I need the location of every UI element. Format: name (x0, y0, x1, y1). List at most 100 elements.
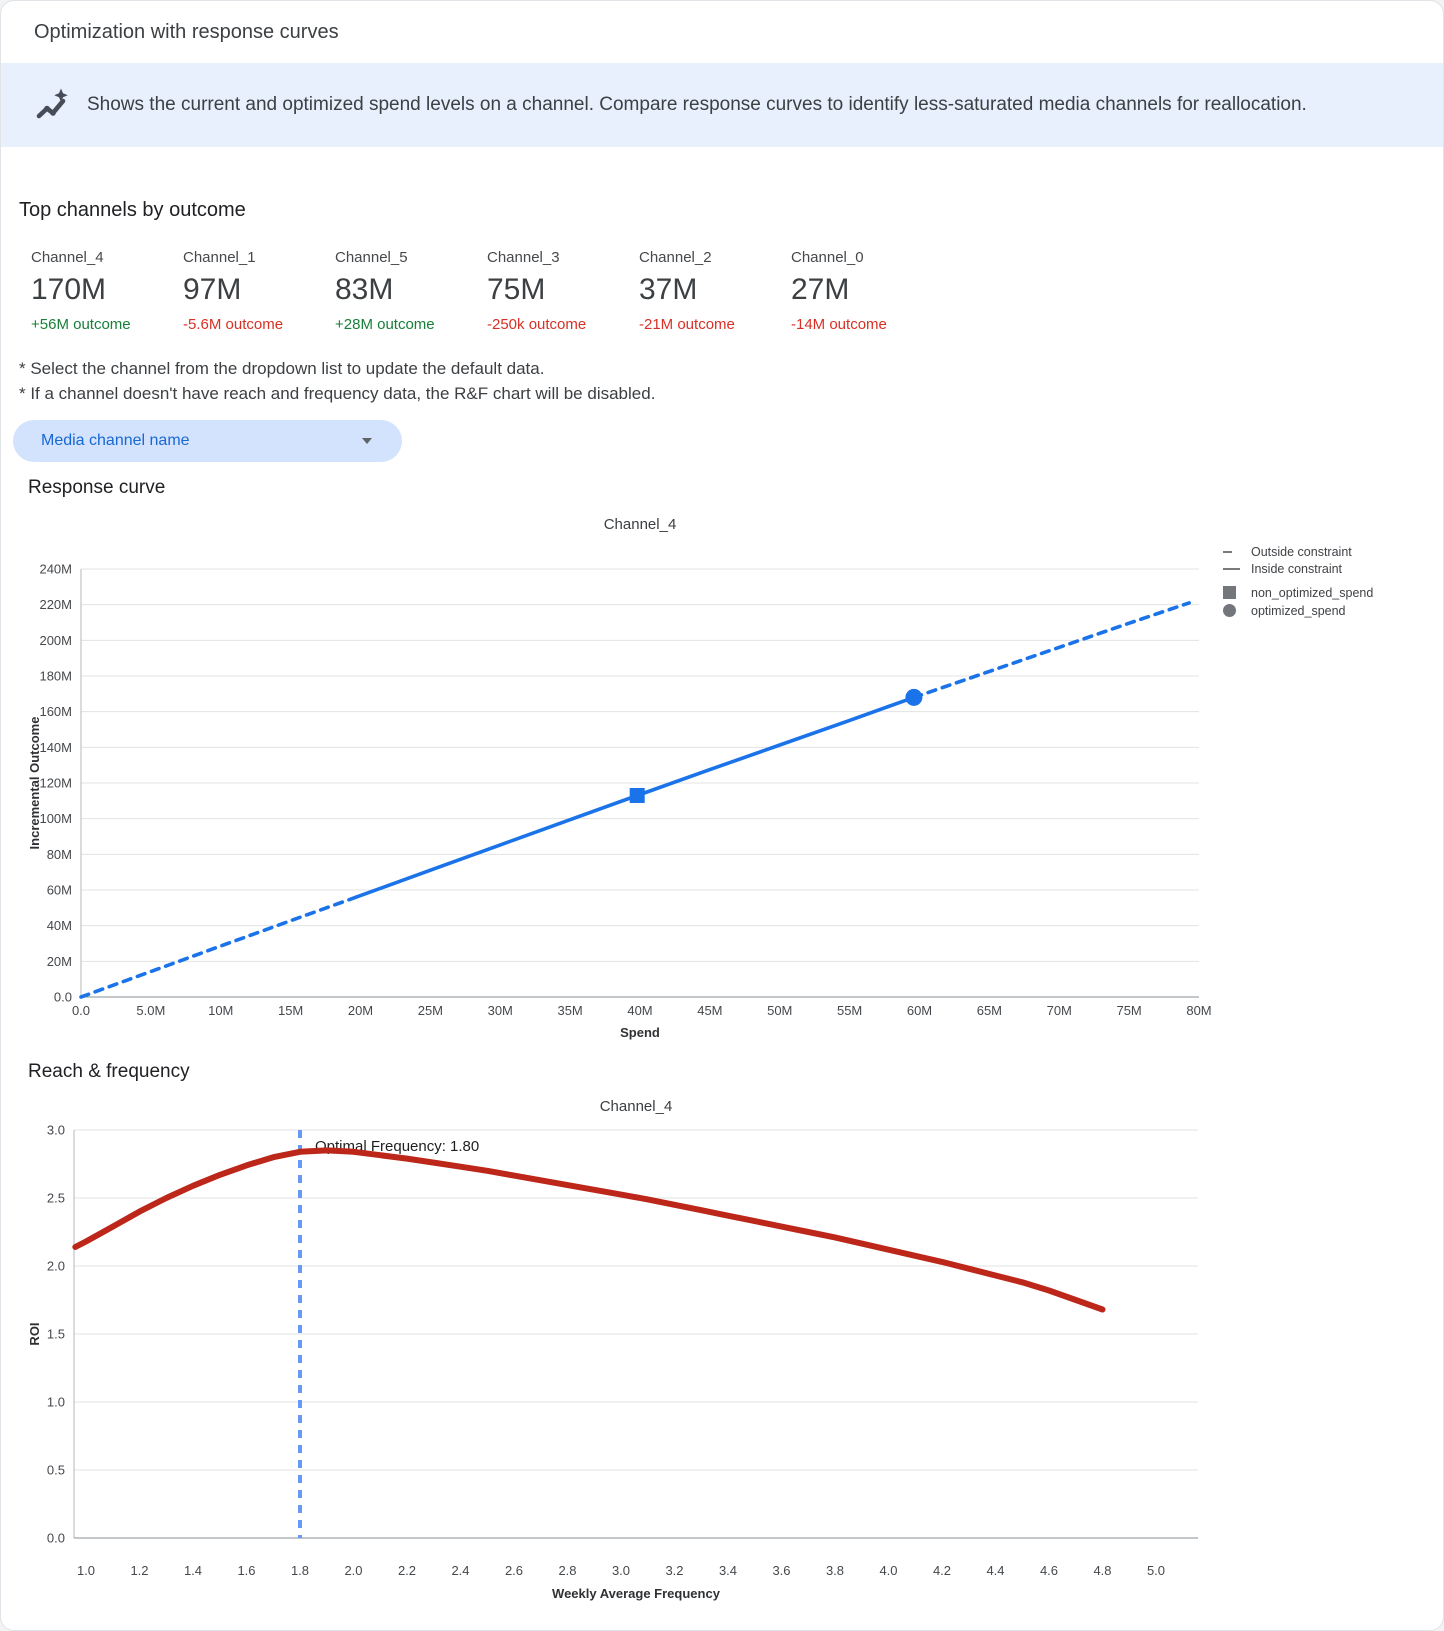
reach-frequency-chart[interactable]: 0.0 0.5 1.0 1.5 2.0 2.5 3.0 1.0 1.2 1.4 1.6 1.8 2.0 2… (1, 1051, 1341, 1631)
channel-name: Channel_3 (487, 249, 560, 266)
legend-item-non-optimized-spend[interactable]: non_optimized_spend (1223, 583, 1373, 602)
top-channels-heading: Top channels by outcome (19, 199, 246, 221)
x-tick-label: 10M (208, 1003, 233, 1018)
roi-curve (72, 1147, 1106, 1313)
chevron-down-icon (362, 438, 372, 444)
x-tick-label: 4.8 (1093, 1563, 1111, 1578)
x-tick-label: 70M (1047, 1003, 1072, 1018)
y-tick-label: 2.0 (47, 1259, 65, 1274)
x-tick-label: 2.0 (344, 1563, 362, 1578)
channel-outcome-delta: +28M outcome (335, 316, 435, 333)
insights-icon (36, 88, 68, 119)
x-tick-label: 4.2 (933, 1563, 951, 1578)
channel-name: Channel_0 (791, 249, 864, 266)
media-channel-dropdown[interactable]: Media channel name (13, 420, 402, 462)
x-tick-label: 1.8 (291, 1563, 309, 1578)
circle-marker-icon (1223, 604, 1245, 617)
y-tick-label: 200M (39, 633, 72, 648)
y-tick-label: 100M (39, 811, 72, 826)
outside-constraint-upper (912, 601, 1191, 700)
x-axis-title: Weekly Average Frequency (552, 1586, 721, 1601)
optimized_spend-marker (905, 688, 923, 706)
footnote-1: * Select the channel from the dropdown l… (19, 359, 545, 378)
x-tick-label: 1.0 (77, 1563, 95, 1578)
x-tick-label: 80M (1186, 1003, 1211, 1018)
y-axis-title: Incremental Outcome (27, 717, 42, 850)
x-tick-label: 55M (837, 1003, 862, 1018)
channel-outcome-delta: -21M outcome (639, 316, 735, 333)
y-tick-label: 1.5 (47, 1327, 65, 1342)
x-tick-label: 4.4 (986, 1563, 1004, 1578)
y-tick-label: 160M (39, 704, 72, 719)
chart-title: Channel_4 (600, 1098, 673, 1115)
channel-cards-row: Channel_4 170M +56M outcome Channel_1 97… (31, 249, 943, 333)
reach-frequency-heading: Reach & frequency (28, 1061, 190, 1082)
y-axis-title: ROI (27, 1322, 42, 1345)
footnote-2: * If a channel doesn't have reach and fr… (19, 384, 656, 403)
dashed-line-icon (1223, 550, 1245, 553)
x-tick-label: 3.8 (826, 1563, 844, 1578)
legend-item-outside-constraint[interactable]: Outside constraint (1223, 543, 1373, 560)
channel-value: 97M (183, 273, 242, 306)
info-banner: Shows the current and optimized spend le… (1, 63, 1443, 147)
non_optimized_spend-marker (629, 787, 645, 803)
solid-line-icon (1223, 567, 1245, 570)
x-tick-label: 4.6 (1040, 1563, 1058, 1578)
x-tick-label: 3.6 (772, 1563, 790, 1578)
x-tick-label: 50M (767, 1003, 792, 1018)
y-tick-label: 180M (39, 669, 72, 684)
channel-card: Channel_3 75M -250k outcome (487, 249, 639, 333)
channel-value: 37M (639, 273, 698, 306)
x-tick-label: 75M (1116, 1003, 1141, 1018)
x-tick-label: 2.2 (398, 1563, 416, 1578)
x-tick-label: 30M (488, 1003, 513, 1018)
x-tick-label: 4.0 (879, 1563, 897, 1578)
x-tick-label: 3.0 (612, 1563, 630, 1578)
response-curve-heading: Response curve (28, 477, 166, 498)
y-tick-label: 1.0 (47, 1395, 65, 1410)
y-tick-label: 0.0 (47, 1531, 65, 1546)
y-tick-label: 40M (47, 918, 72, 933)
response-curve-chart[interactable]: 0.0 20M 40M 60M 80M 100M 120M 140M 160M 180M 200M 2… (1, 501, 1341, 1049)
square-marker-icon (1223, 586, 1245, 599)
legend-item-inside-constraint[interactable]: Inside constraint (1223, 560, 1373, 577)
x-tick-label: 15M (278, 1003, 303, 1018)
channel-card: Channel_5 83M +28M outcome (335, 249, 487, 333)
x-tick-label: 40M (627, 1003, 652, 1018)
outside-constraint-lower (79, 895, 359, 999)
channel-value: 170M (31, 273, 107, 306)
y-tick-label: 240M (39, 562, 72, 577)
y-tick-label: 2.5 (47, 1191, 65, 1206)
channel-card: Channel_0 27M -14M outcome (791, 249, 943, 333)
footnotes: * Select the channel from the dropdown l… (19, 356, 655, 406)
x-tick-label: 3.4 (719, 1563, 737, 1578)
channel-name: Channel_4 (31, 249, 104, 266)
x-tick-label: 2.4 (451, 1563, 469, 1578)
y-tick-label: 60M (47, 883, 72, 898)
channel-outcome-delta: -5.6M outcome (183, 316, 284, 333)
channel-name: Channel_1 (183, 249, 256, 266)
y-tick-label: 220M (39, 597, 72, 612)
channel-name: Channel_5 (335, 249, 408, 266)
channel-value: 83M (335, 273, 394, 306)
channel-outcome-delta: +56M outcome (31, 316, 131, 333)
x-tick-label: 0.0 (72, 1003, 90, 1018)
x-tick-label: 35M (557, 1003, 582, 1018)
y-tick-label: 80M (47, 847, 72, 862)
y-tick-label: 0.0 (54, 990, 72, 1005)
channel-card: Channel_1 97M -5.6M outcome (183, 249, 335, 333)
channel-value: 27M (791, 273, 850, 306)
x-tick-label: 65M (977, 1003, 1002, 1018)
x-axis-title: Spend (620, 1025, 660, 1040)
chart-legend: Outside constraint Inside constraint non… (1223, 543, 1373, 619)
channel-card: Channel_4 170M +56M outcome (31, 249, 183, 333)
channel-card: Channel_2 37M -21M outcome (639, 249, 791, 333)
x-tick-label: 5.0 (1147, 1563, 1165, 1578)
channel-outcome-delta: -14M outcome (791, 316, 887, 333)
legend-item-optimized-spend[interactable]: optimized_spend (1223, 602, 1373, 619)
channel-value: 75M (487, 273, 546, 306)
dropdown-label: Media channel name (41, 432, 190, 449)
y-tick-label: 140M (39, 740, 72, 755)
chart-title: Channel_4 (604, 516, 677, 533)
